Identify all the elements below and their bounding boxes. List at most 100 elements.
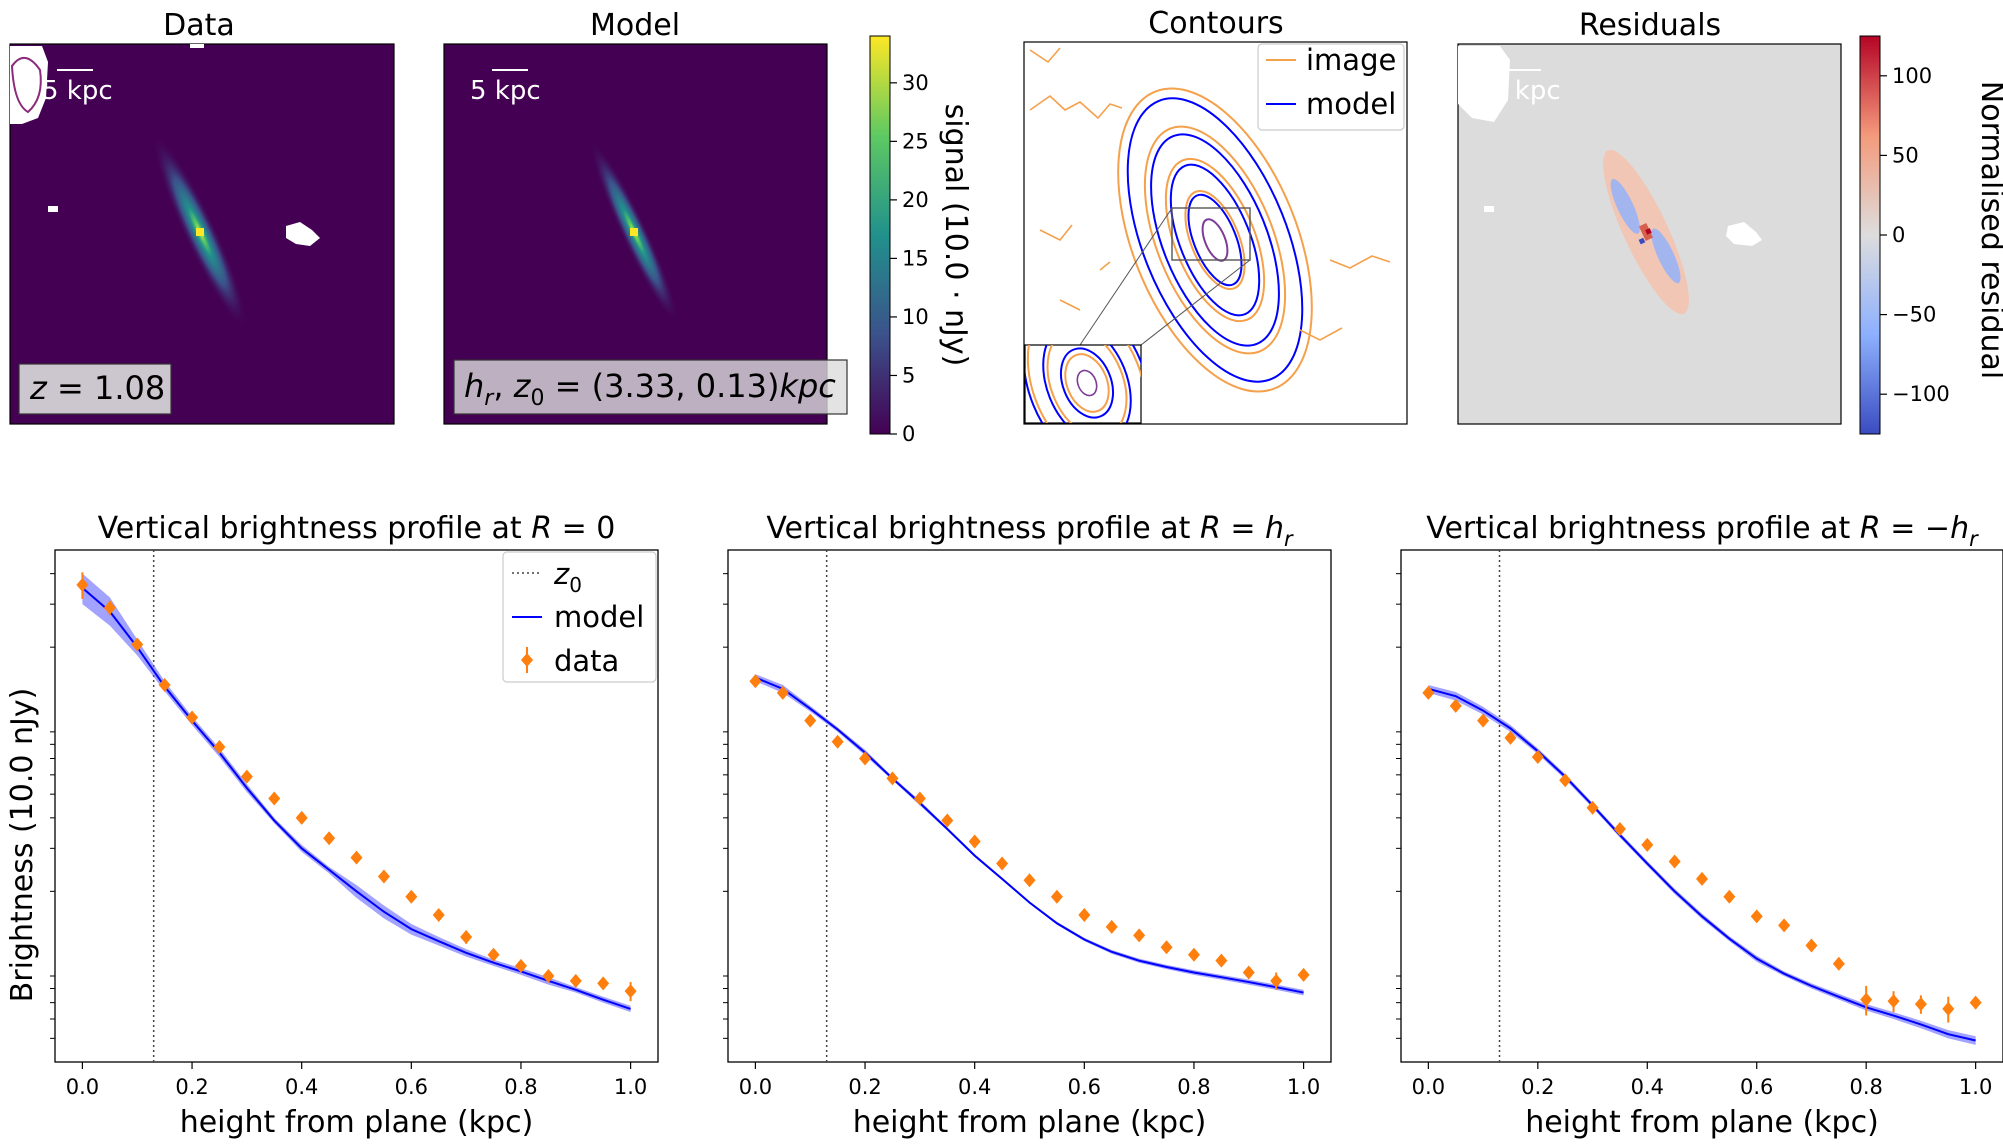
profile-xtick-label-2-5: 1.0 xyxy=(1959,1075,1992,1099)
residuals-mask-small xyxy=(1484,206,1494,212)
residuals-title: Residuals xyxy=(1579,8,1721,43)
data-point-1-3 xyxy=(831,734,844,749)
profile-plots: Vertical brightness profile at R = 0 0.0 0… xyxy=(50,511,2003,1140)
data-point-0-4 xyxy=(186,710,199,725)
data-point-1-2 xyxy=(804,713,817,728)
data-point-0-9 xyxy=(323,831,336,846)
profile-xtick-label-1-3: 0.6 xyxy=(1068,1075,1101,1099)
contours-title: Contours xyxy=(1148,6,1283,41)
data-point-1-5 xyxy=(886,771,899,786)
profile-xlabel-0: height from plane (kpc) xyxy=(180,1105,534,1140)
signal-colorbar-tick-label-3: 15 xyxy=(902,246,929,270)
data-point-1-12 xyxy=(1078,907,1091,922)
data-point-1-9 xyxy=(996,856,1009,871)
data-mask-small xyxy=(48,206,58,212)
model-contour-4 xyxy=(1187,193,1243,287)
legend-image-label: image xyxy=(1306,43,1396,77)
image-contour-1 xyxy=(1117,87,1313,393)
profile-xtick-label-0-0: 0.0 xyxy=(66,1075,99,1099)
data-point-0-0 xyxy=(76,577,89,592)
data-mask-contour xyxy=(10,57,42,114)
data-point-0-15 xyxy=(487,947,500,962)
legend-data-label: data xyxy=(554,644,619,678)
data-point-0-11 xyxy=(377,869,390,884)
contours-lines xyxy=(1117,87,1313,393)
data-point-1-6 xyxy=(913,791,926,806)
profile-xtick-label-2-0: 0.0 xyxy=(1412,1075,1445,1099)
legend-model-label: model xyxy=(554,600,644,634)
data-mask-right xyxy=(286,222,320,246)
data-point-2-7 xyxy=(1613,822,1626,837)
profile-xtick-label-1-1: 0.2 xyxy=(848,1075,881,1099)
data-point-1-8 xyxy=(968,834,981,849)
residual-colorbar: 100 50 0 −50 −100 Normalised residual xyxy=(1859,35,2003,435)
model-contour-2 xyxy=(1150,133,1280,347)
residual-colorbar-tick-label-2: 0 xyxy=(1892,223,1905,247)
data-point-2-12 xyxy=(1750,909,1763,924)
residual-colorbar-ticks: 100 50 0 −50 −100 xyxy=(1880,64,1950,406)
signal-colorbar-bar xyxy=(869,35,891,435)
data-point-2-15 xyxy=(1832,956,1845,971)
model-line-1 xyxy=(755,676,1304,994)
data-point-2-18 xyxy=(1914,997,1927,1012)
data-point-1-10 xyxy=(1023,873,1036,888)
data-point-2-5 xyxy=(1559,773,1572,788)
data-point-0-6 xyxy=(240,769,253,784)
signal-colorbar-tick-label-2: 10 xyxy=(902,305,929,329)
legend-z0-label: z0 xyxy=(553,557,582,597)
model-panel: Model 5 kpc hr, z0 = (3.33, 0.13)kpc xyxy=(443,8,848,425)
residuals-scalebar-label: 5 kpc xyxy=(1490,76,1561,106)
residuals-mask-right xyxy=(1726,222,1762,246)
profile-xtick-label-2-3: 0.6 xyxy=(1740,1075,1773,1099)
image-contour-3 xyxy=(1164,157,1266,323)
data-label: z = 1.08 xyxy=(29,369,165,407)
signal-colorbar-tick-label-1: 5 xyxy=(902,363,915,387)
data-point-2-4 xyxy=(1531,749,1544,764)
profile-xtick-label-0-3: 0.6 xyxy=(395,1075,428,1099)
data-point-0-10 xyxy=(350,850,363,865)
data-point-2-1 xyxy=(1449,698,1462,713)
model-contour-1 xyxy=(1126,97,1304,383)
profile-xlabel-2: height from plane (kpc) xyxy=(1525,1105,1879,1140)
image-noise-contours xyxy=(1029,47,1391,341)
profile-plot-2: Vertical brightness profile at R = −hr 0.… xyxy=(1396,511,2003,1140)
profile-xtick-label-1-4: 0.8 xyxy=(1177,1075,1210,1099)
data-point-1-15 xyxy=(1160,940,1173,955)
zoom-inset-contours xyxy=(1025,345,1141,423)
data-point-0-12 xyxy=(405,889,418,904)
data-point-2-11 xyxy=(1723,889,1736,904)
profile-xtick-label-1-5: 1.0 xyxy=(1287,1075,1320,1099)
model-contour-3 xyxy=(1169,163,1261,317)
data-title: Data xyxy=(163,8,235,43)
data-point-2-9 xyxy=(1668,854,1681,869)
data-mask-top xyxy=(190,44,204,48)
data-point-0-8 xyxy=(295,810,308,825)
data-point-0-19 xyxy=(597,976,610,991)
signal-colorbar-tick-label-0: 0 xyxy=(902,422,915,446)
data-label-box xyxy=(18,363,172,415)
legend-model-label: model xyxy=(1306,87,1396,121)
model-line-0 xyxy=(81,587,631,1010)
data-point-1-1 xyxy=(776,685,789,700)
data-point-2-8 xyxy=(1641,837,1654,852)
signal-colorbar-tick-label-4: 20 xyxy=(902,188,929,212)
residual-colorbar-tick-label-4: −100 xyxy=(1892,382,1950,406)
data-point-0-1 xyxy=(103,600,116,615)
data-point-0-16 xyxy=(514,958,527,973)
data-point-2-13 xyxy=(1778,918,1791,933)
data-point-1-20 xyxy=(1297,967,1310,982)
image-contour-4 xyxy=(1184,189,1246,291)
residual-colorbar-label: Normalised residual xyxy=(1974,81,2003,379)
data-point-0-7 xyxy=(268,791,281,806)
profile-frame-1 xyxy=(727,549,1332,1063)
signal-colorbar-ticks: 0 5 10 15 20 25 30 xyxy=(890,71,929,446)
residual-colorbar-tick-label-0: 100 xyxy=(1892,64,1932,88)
data-point-2-16 xyxy=(1860,992,1873,1007)
model-label-box xyxy=(453,359,848,415)
data-point-2-0 xyxy=(1422,685,1435,700)
profile-xtick-label-0-1: 0.2 xyxy=(175,1075,208,1099)
data-point-1-4 xyxy=(859,751,872,766)
data-point-2-10 xyxy=(1696,871,1708,886)
profile-title-2: Vertical brightness profile at R = −hr xyxy=(1426,511,1979,551)
